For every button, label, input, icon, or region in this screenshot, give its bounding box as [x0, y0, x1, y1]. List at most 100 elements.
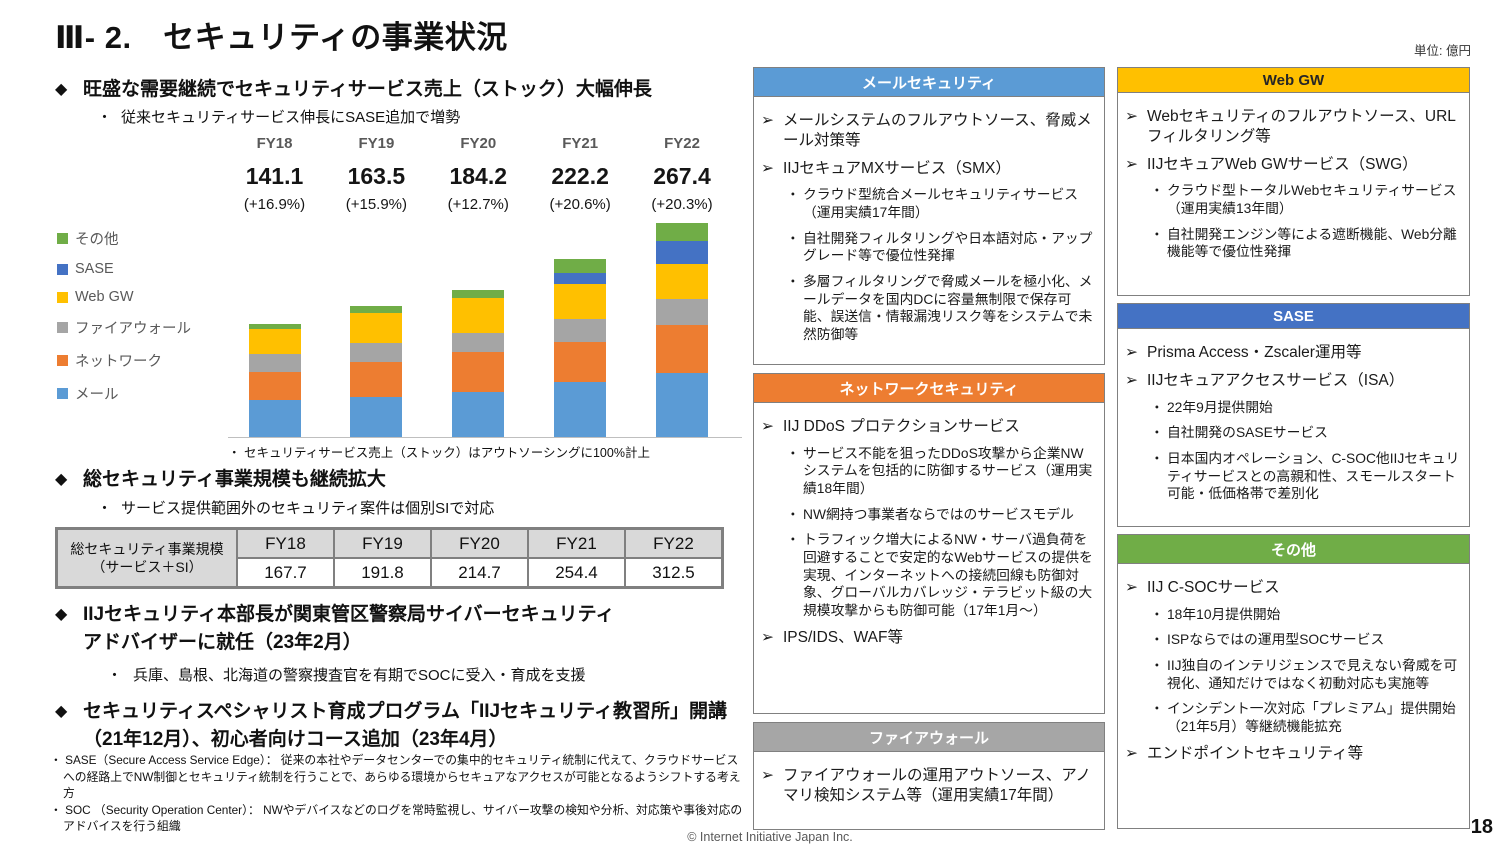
bar-segment	[248, 324, 301, 329]
bar-segment	[554, 382, 607, 437]
info-box-item-text: IIJ独自のインテリジェンスで見えない脅威を可視化、通知だけではなく初動対応も実…	[1167, 658, 1458, 691]
growth-rate-label: (+16.9%)	[243, 196, 306, 213]
arrow-bullet-icon: ➢	[1125, 579, 1138, 596]
bar-segment	[554, 259, 607, 273]
dot-bullet-icon: ・	[1150, 425, 1164, 441]
table-header-cell: FY21	[528, 529, 625, 558]
bar-segment	[554, 284, 607, 320]
table-value-cell: 254.4	[528, 558, 625, 587]
unit-note: 単位: 億円	[1414, 44, 1471, 58]
info-box-item: ➢ Webセキュリティのフルアウトソース、URLフィルタリング等	[1125, 107, 1460, 147]
info-box-item: ・ IIJ独自のインテリジェンスで見えない脅威を可視化、通知だけではなく初動対応も…	[1150, 657, 1460, 692]
total-value-label: 141.1	[245, 163, 304, 189]
info-box-body: ➢ IIJ DDoS プロテクションサービス・サービス不能を狙ったDDoS攻撃から…	[754, 403, 1104, 656]
info-box-header: メールセキュリティ	[754, 68, 1104, 97]
section-heading-text: IIJセキュリティ本部長が関東管区警察局サイバーセキュリティ アドバイザーに就任…	[83, 604, 615, 653]
dot-bullet-icon: ・	[786, 506, 800, 522]
footnotes: ・ SASE（Secure Access Service Edge）： 従来の本…	[50, 752, 743, 835]
table-value-cell: 167.7	[237, 558, 334, 587]
legend-item: ネットワーク	[57, 350, 191, 371]
legend-item: Web GW	[57, 289, 191, 305]
legend-label: ネットワーク	[75, 354, 162, 370]
footnote: ・ SOC （Security Operation Center）： NWやデバ…	[50, 802, 743, 834]
bar-segment	[656, 299, 708, 325]
legend-swatch	[57, 355, 68, 366]
info-box-item: ・クラウド型トータルWebセキュリティサービス（運用実績13年間）	[1150, 182, 1460, 217]
info-box-item: ➢ IIJ C-SOCサービス	[1125, 578, 1460, 598]
info-box-item: ➢ エンドポイントセキュリティ等	[1125, 744, 1460, 764]
info-box-item: ➢ IIJセキュアWeb GWサービス（SWG）	[1125, 155, 1460, 175]
chart-footnote: ・ セキュリティサービス売上（ストック）はアウトソーシングに100%計上	[228, 446, 650, 460]
info-box-header: その他	[1118, 535, 1469, 564]
info-box-item: ・サービス不能を狙ったDDoS攻撃から企業NWシステムを包括的に防御するサービス…	[786, 445, 1095, 498]
arrow-bullet-icon: ➢	[1125, 108, 1138, 125]
table-header-cell: FY22	[625, 529, 722, 558]
info-box-item: ➢ メールシステムのフルアウトソース、脅威メール対策等	[761, 111, 1095, 151]
info-box-body: ➢ IIJ C-SOCサービス・ 18年10月提供開始・ ISPならではの運用型SOC…	[1118, 564, 1469, 772]
arrow-bullet-icon: ➢	[1125, 371, 1138, 389]
bar-segment	[452, 297, 505, 333]
dot-bullet-icon: ・	[1150, 399, 1164, 415]
info-box-body: ➢ Webセキュリティのフルアウトソース、URLフィルタリング等 ➢ IIJセキュアW…	[1118, 93, 1469, 269]
section-heading-4: ◆ セキュリティスペシャリスト育成プログラム「IIJセキュリティ教習所」開講 （…	[55, 698, 755, 753]
bar-segment	[554, 342, 607, 383]
section-heading-2: ◆ 総セキュリティ事業規模も継続拡大	[55, 466, 745, 494]
page-title: Ⅲ- 2. セキュリティの事業状況	[55, 20, 508, 55]
stacked-bar-FY18	[248, 324, 301, 437]
bar-segment	[656, 241, 708, 264]
info-box-item: ➢ Prisma Access・Zscaler運用等	[1125, 343, 1460, 363]
dot-bullet-icon: ・	[1150, 701, 1164, 717]
stacked-bar-FY22	[656, 223, 708, 437]
info-box-item: ➢ IIJセキュアアクセスサービス（ISA）	[1125, 371, 1460, 391]
info-box-item-text: 自社開発エンジン等による遮断機能、Web分離機能等で優位性発揮	[1167, 226, 1457, 260]
dot-bullet-icon: ・	[1150, 226, 1164, 242]
info-box-item: ・インシデント一次対応「プレミアム」提供開始（21年5月）等継続機能拡充	[1150, 700, 1460, 735]
info-box-2: ネットワークセキュリティ ➢ IIJ DDoS プロテクションサービス・サービス不能…	[753, 373, 1105, 714]
total-security-business-table: 総セキュリティ事業規模 （サービス＋SI） FY18 FY19 FY20 FY21 FY…	[55, 527, 724, 589]
info-box-header: ファイアウォール	[754, 723, 1104, 752]
arrow-bullet-icon: ➢	[1125, 344, 1138, 361]
bar-segment	[656, 223, 708, 242]
bar-segment	[248, 353, 301, 373]
footer-copyright: © Internet Initiative Japan Inc.	[687, 830, 853, 844]
section-subbullet-text: サービス提供範囲外のセキュリティ案件は個別SIで対応	[121, 500, 495, 517]
info-box-item-text: トラフィック増大によるNW・サーバ過負荷を回避することで安定的なWebサービスの…	[803, 532, 1093, 619]
table-value-cell: 214.7	[431, 558, 528, 587]
bar-segment	[656, 324, 708, 374]
info-box-item: ➢ ファイアウォールの運用アウトソース、アノマリ検知システム等（運用実績17年間）	[761, 766, 1095, 806]
info-box-item: ・多層フィルタリングで脅威メールを極小化、メールデータを国内DCに容量無制限で保…	[786, 273, 1095, 344]
arrow-bullet-icon: ➢	[761, 628, 774, 646]
info-box-header: Web GW	[1118, 68, 1469, 93]
total-value-label: 184.2	[449, 163, 508, 189]
info-box-item: ・自社開発フィルタリングや日本語対応・アップグレード等で優位性発揮	[786, 230, 1095, 265]
legend-label: その他	[75, 232, 119, 248]
bar-segment	[350, 361, 403, 397]
table-header-cell: FY18	[237, 529, 334, 558]
info-box-1: メールセキュリティ ➢ メールシステムのフルアウトソース、脅威メール対策等 ➢ IIJセ…	[753, 67, 1105, 365]
dot-bullet-icon: ・	[1150, 183, 1164, 199]
bar-segment	[554, 272, 607, 285]
section-heading-3: ◆ IIJセキュリティ本部長が関東管区警察局サイバーセキュリティ アドバイザーに…	[55, 601, 755, 656]
legend-label: Web GW	[75, 289, 134, 305]
dot-bullet-icon: ・	[786, 187, 800, 203]
info-box-6: その他 ➢ IIJ C-SOCサービス・ 18年10月提供開始・ ISPならではの運用型…	[1117, 534, 1470, 829]
category-label: FY21	[562, 135, 599, 152]
bar-segment	[452, 352, 505, 392]
legend-label: SASE	[75, 261, 114, 277]
info-box-item: ➢ IPS/IDS、WAF等	[761, 628, 1095, 648]
section-subbullet-2: ・ サービス提供範囲外のセキュリティ案件は個別SIで対応	[97, 499, 717, 519]
legend-item: メール	[57, 383, 191, 404]
section-subbullet-3: ・ 兵庫、島根、北海道の警察捜査官を有期でSOCに受入・育成を支援	[107, 666, 727, 686]
table-row-header: 総セキュリティ事業規模 （サービス＋SI）	[57, 529, 237, 587]
chart-legend: その他 SASE Web GW ファイアウォール ネットワーク メール	[57, 228, 191, 404]
legend-swatch	[57, 388, 68, 399]
bar-segment	[350, 396, 403, 437]
diamond-bullet-icon: ◆	[55, 81, 68, 98]
info-box-item-text: Webセキュリティのフルアウトソース、URLフィルタリング等	[1147, 108, 1456, 145]
info-box-body: ➢ ファイアウォールの運用アウトソース、アノマリ検知システム等（運用実績17年間）	[754, 752, 1104, 814]
bar-segment	[656, 263, 708, 300]
total-value-label: 163.5	[347, 163, 406, 189]
bar-segment	[452, 289, 505, 298]
arrow-bullet-icon: ➢	[1125, 155, 1138, 173]
